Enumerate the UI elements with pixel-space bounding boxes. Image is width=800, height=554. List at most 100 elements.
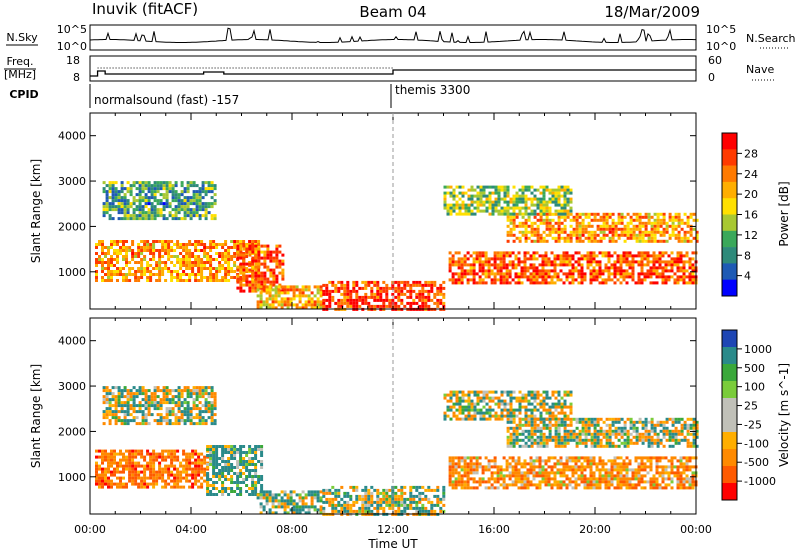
echo-cell <box>346 289 350 293</box>
echo-cell <box>460 278 464 282</box>
echo-cell <box>418 283 422 287</box>
echo-cell <box>274 505 278 509</box>
echo-cell <box>367 295 371 299</box>
echo-cell <box>506 215 510 219</box>
echo-cell <box>539 426 543 430</box>
echo-cell <box>409 304 413 308</box>
echo-cell <box>508 474 512 478</box>
echo-cell <box>173 249 177 252</box>
echo-cell <box>424 494 428 498</box>
echo-cell <box>542 209 546 213</box>
echo-cell <box>248 463 252 466</box>
echo-cell <box>200 270 204 273</box>
echo-cell <box>506 426 510 430</box>
echo-cell <box>596 227 600 231</box>
echo-cell <box>661 486 665 490</box>
echo-cell <box>637 254 641 258</box>
echo-cell <box>541 459 545 463</box>
echo-cell <box>251 274 255 278</box>
echo-cell <box>448 456 452 460</box>
echo-cell <box>554 203 558 207</box>
echo-cell <box>334 506 338 510</box>
date-title: 18/Mar/2009 <box>604 3 700 21</box>
echo-cell <box>589 251 593 255</box>
echo-cell <box>496 474 500 478</box>
echo-cell <box>556 275 560 279</box>
echo-cell <box>632 423 636 427</box>
echo-cell <box>316 288 320 292</box>
echo-cell <box>257 271 261 275</box>
echo-cell <box>173 458 177 462</box>
echo-cell <box>189 181 193 185</box>
echo-cell <box>385 497 389 501</box>
echo-cell <box>194 464 198 468</box>
echo-cell <box>518 239 522 243</box>
echo-cell <box>134 255 138 258</box>
echo-cell <box>236 273 240 276</box>
echo-cell <box>545 209 549 213</box>
echo-cell <box>623 441 627 445</box>
echo-cell <box>263 277 267 281</box>
echo-cell <box>467 212 471 216</box>
echo-cell <box>266 250 270 254</box>
echo-cell <box>180 184 184 188</box>
echo-cell <box>236 250 240 254</box>
echo-cell <box>361 494 365 498</box>
echo-cell <box>152 267 156 270</box>
echo-cell <box>574 269 578 273</box>
echo-cell <box>418 304 422 308</box>
echo-cell <box>569 218 573 222</box>
echo-cell <box>233 490 237 493</box>
echo-cell <box>493 263 497 267</box>
echo-cell <box>367 280 371 284</box>
echo-cell <box>635 212 639 216</box>
echo-cell <box>529 465 533 469</box>
echo-cell <box>647 444 651 448</box>
echo-cell <box>143 464 147 468</box>
echo-cell <box>685 456 689 460</box>
echo-cell <box>463 465 467 469</box>
echo-cell <box>239 271 243 275</box>
echo-cell <box>551 236 555 240</box>
echo-cell <box>125 258 128 261</box>
echo-cell <box>122 452 125 456</box>
echo-cell <box>574 480 578 484</box>
echo-cell <box>251 280 255 284</box>
echo-cell <box>98 243 101 246</box>
echo-cell <box>673 263 677 267</box>
echo-cell <box>517 456 521 460</box>
echo-cell <box>155 249 159 252</box>
echo-cell <box>590 438 594 442</box>
echo-cell <box>325 283 329 287</box>
echo-cell <box>526 474 530 478</box>
echo-cell <box>677 221 681 225</box>
echo-cell <box>400 488 404 492</box>
echo-cell <box>599 441 603 445</box>
echo-cell <box>174 205 178 209</box>
echo-cell <box>605 444 609 448</box>
echo-cell <box>521 215 525 219</box>
echo-cell <box>245 454 249 457</box>
echo-cell <box>484 281 488 285</box>
echo-cell <box>355 304 359 308</box>
echo-cell <box>352 485 356 489</box>
echo-cell <box>176 240 180 243</box>
echo-cell <box>475 462 479 466</box>
echo-cell <box>563 227 567 231</box>
echo-cell <box>156 202 160 206</box>
echo-cell <box>496 465 500 469</box>
echo-cell <box>539 212 543 216</box>
echo-cell <box>349 506 353 510</box>
echo-cell <box>201 190 205 194</box>
echo-cell <box>632 233 636 237</box>
echo-cell <box>688 480 692 484</box>
echo-cell <box>146 476 150 480</box>
echo-cell <box>451 456 455 460</box>
echo-cell <box>595 254 599 258</box>
echo-cell <box>152 258 156 261</box>
echo-cell <box>150 211 154 215</box>
echo-cell <box>596 429 600 433</box>
echo-cell <box>215 445 219 448</box>
echo-cell <box>502 486 506 490</box>
echo-cell <box>575 221 579 225</box>
